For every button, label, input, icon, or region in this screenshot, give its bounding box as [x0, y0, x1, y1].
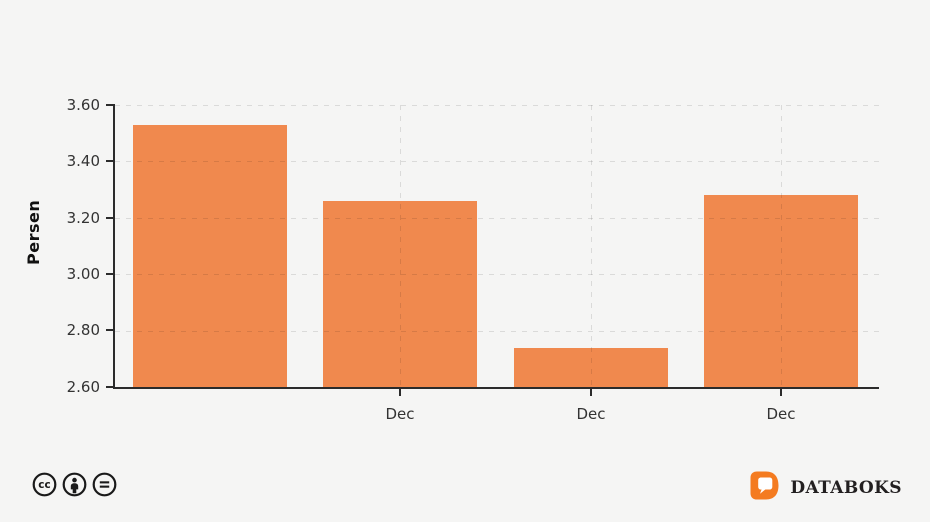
- x-tick-label: Dec: [385, 405, 415, 423]
- y-tick-mark: [106, 329, 115, 331]
- y-tick-label: 3.20: [66, 209, 100, 227]
- gridline-vertical: [781, 105, 782, 387]
- x-tick-label: Dec: [576, 405, 606, 423]
- x-tick-mark: [780, 388, 782, 396]
- gridline-horizontal: [115, 218, 879, 219]
- bar: [704, 195, 858, 387]
- gridline-horizontal: [115, 105, 879, 106]
- plot-area: [113, 105, 879, 389]
- attribution-icon: [62, 472, 87, 497]
- databoks-logo: DATABOKS: [748, 469, 902, 506]
- gridline-horizontal: [115, 274, 879, 275]
- y-tick-label: 2.80: [66, 321, 100, 339]
- bar: [514, 348, 668, 387]
- y-tick-mark: [106, 386, 115, 388]
- x-tick-label: Dec: [766, 405, 796, 423]
- y-tick-label: 3.60: [66, 96, 100, 114]
- gridline-horizontal: [115, 161, 879, 162]
- x-tick-mark: [590, 388, 592, 396]
- bar: [323, 201, 477, 387]
- y-tick-mark: [106, 273, 115, 275]
- y-tick-mark: [106, 104, 115, 106]
- databoks-logo-text: DATABOKS: [790, 477, 902, 498]
- y-tick-mark: [106, 160, 115, 162]
- y-tick-mark: [106, 217, 115, 219]
- license-icons: cc: [32, 472, 117, 497]
- svg-text:cc: cc: [38, 479, 50, 491]
- gridline-horizontal: [115, 331, 879, 332]
- y-tick-label: 2.60: [66, 378, 100, 396]
- gridline-vertical: [591, 105, 592, 387]
- y-tick-label: 3.00: [66, 265, 100, 283]
- y-tick-label: 3.40: [66, 152, 100, 170]
- gridline-vertical: [400, 105, 401, 387]
- no-derivatives-icon: [92, 472, 117, 497]
- x-tick-mark: [399, 388, 401, 396]
- bar: [133, 125, 287, 387]
- databoks-logo-icon: [748, 469, 781, 506]
- cc-icon: cc: [32, 472, 57, 497]
